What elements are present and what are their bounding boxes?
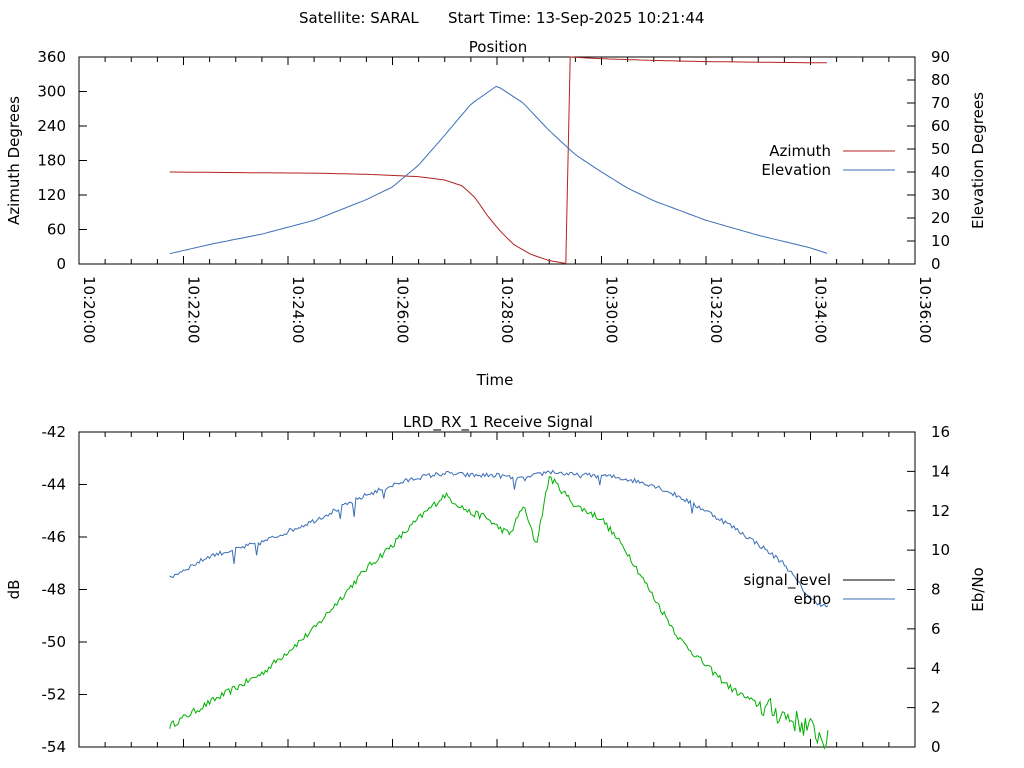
y-axis-label: dB [5,580,23,600]
x-tick-label: 10:20:00 [80,276,98,343]
y2-tick-label: 0 [931,255,941,273]
y2-tick-label: 20 [931,209,950,227]
y2-axis-label: Elevation Degrees [969,92,987,229]
series-line-ebno [169,469,829,608]
x-tick-label: 10:28:00 [498,276,516,343]
position-chart: Position 10:20:00 10:22:00 10:24:00 10:26:00… [5,38,987,389]
x-tick-label: 10:34:00 [812,276,830,343]
y2-tick-label: 0 [931,738,941,756]
chart-title: LRD_RX_1 Receive Signal [403,413,593,432]
y2-tick-label: 10 [931,541,950,559]
legend-label: signal_level [743,571,831,590]
x-tick-label: 10:24:00 [289,276,307,343]
x-tick-label: 10:30:00 [603,276,621,343]
y-tick-label: 60 [47,221,66,239]
x-tick-label: 10:32:00 [707,276,725,343]
y2-tick-label: 8 [931,581,941,599]
y2-tick-label: 60 [931,117,950,135]
x-tick-label: 10:36:00 [916,276,934,343]
y-tick-label: 180 [37,152,66,170]
y2-tick-label: 12 [931,502,950,520]
x-axis-label: Time [476,371,514,389]
legend-label: ebno [794,590,831,608]
y-tick-label: -48 [42,581,67,599]
satellite-label: Satellite: SARAL [299,9,419,27]
y-tick-label: -52 [42,686,67,704]
y-tick-label: 300 [37,83,66,101]
legend-label: Azimuth [769,142,831,160]
y2-tick-label: 70 [931,94,950,112]
x-tick-label: 10:22:00 [185,276,203,343]
y2-tick-label: 6 [931,620,941,638]
y-tick-label: -54 [42,738,67,756]
y-tick-label: -42 [42,423,67,441]
y-tick-label: 360 [37,48,66,66]
y2-tick-label: 80 [931,71,950,89]
y2-axis-label: Eb/No [969,567,987,611]
y-tick-label: 120 [37,186,66,204]
legend-label: Elevation [761,161,831,179]
y-tick-label: 0 [56,255,66,273]
y2-tick-label: 10 [931,232,950,250]
y2-tick-label: 50 [931,140,950,158]
chart-title: Position [469,38,527,56]
y-tick-label: -44 [42,476,67,494]
y2-tick-label: 40 [931,163,950,181]
start-time-label: Start Time: 13-Sep-2025 10:21:44 [448,9,704,27]
y-tick-label: -50 [42,633,67,651]
y-axis-label: Azimuth Degrees [5,96,23,225]
series-line-azimuth [169,56,827,264]
y2-tick-label: 16 [931,423,950,441]
y2-tick-label: 14 [931,462,950,480]
series-line-elevation [169,85,828,255]
series-line-signal-level [169,476,829,750]
y-tick-label: -46 [42,528,67,546]
y-tick-label: 240 [37,117,66,135]
y2-tick-label: 2 [931,699,941,717]
y2-tick-label: 4 [931,659,941,677]
plot-frame [78,431,916,748]
receive-signal-chart: LRD_RX_1 Receive Signal -54 -52 -50 -48 -46 -4… [5,413,987,756]
y2-tick-label: 90 [931,48,950,66]
y2-tick-label: 30 [931,186,950,204]
x-tick-label: 10:26:00 [394,276,412,343]
